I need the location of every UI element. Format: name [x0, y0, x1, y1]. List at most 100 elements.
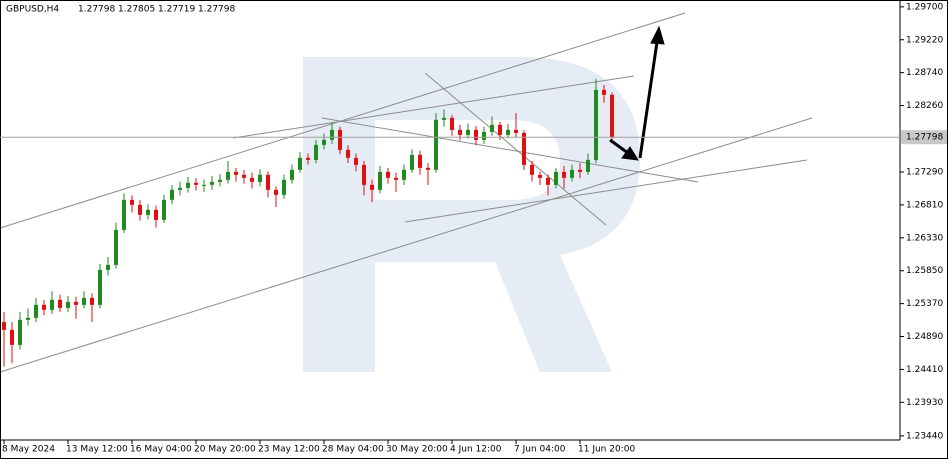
y-tick-label: 1.24410	[906, 365, 943, 375]
y-tick-label: 1.26330	[906, 233, 943, 243]
candle-body	[170, 189, 174, 200]
y-tick-label: 1.27290	[906, 168, 943, 178]
candle-body	[290, 169, 294, 180]
candle-body	[586, 159, 590, 172]
candle-body	[82, 297, 86, 305]
candle-body	[474, 129, 478, 140]
y-tick-label: 1.25850	[906, 266, 943, 276]
candle-body	[10, 329, 14, 345]
header-value: 1.27798	[78, 5, 115, 15]
trend-lines	[0, 12, 813, 373]
plot	[2, 78, 614, 367]
candle-body	[330, 129, 334, 140]
candle-body	[346, 149, 350, 158]
watermark	[303, 57, 640, 372]
candle-body	[362, 164, 366, 185]
candle-body	[450, 117, 454, 130]
candle-body	[482, 131, 486, 140]
candle-body	[378, 171, 382, 190]
candle-body	[146, 209, 150, 215]
candle-body	[186, 182, 190, 188]
candle-body	[338, 129, 342, 150]
candle-body	[98, 269, 102, 305]
candle-body	[506, 129, 510, 135]
support-line	[404, 159, 808, 223]
candle-body	[202, 184, 206, 186]
candle-body	[394, 177, 398, 180]
candle-body	[410, 154, 414, 170]
candle-body	[490, 124, 494, 132]
y-tick-label: 1.23440	[906, 431, 943, 441]
candle-body	[66, 301, 70, 308]
resistance-line	[232, 75, 635, 139]
y-tick-label: 1.29700	[906, 2, 943, 12]
y-tick-label: 1.26810	[906, 200, 943, 210]
header-value: 1.27719	[158, 5, 195, 15]
candle-body	[130, 199, 134, 205]
candle-body	[282, 179, 286, 195]
candle-body	[306, 157, 310, 160]
candle-body	[562, 171, 566, 178]
channel-upper	[0, 12, 686, 229]
candle-body	[594, 89, 598, 160]
candle-body	[42, 304, 46, 310]
x-tick-label: 23 May 12:00	[258, 445, 320, 455]
candle-body	[426, 167, 430, 170]
price-tag-label: 1.27798	[906, 133, 943, 143]
candle-body	[114, 229, 118, 265]
candle-body	[258, 174, 262, 182]
y-tick-label: 1.25370	[906, 299, 943, 309]
candle-body	[274, 189, 278, 195]
candle-body	[106, 264, 110, 270]
candle-body	[226, 171, 230, 180]
candle-body	[602, 89, 606, 95]
x-tick-label: 30 May 20:00	[386, 445, 448, 455]
candle-body	[266, 174, 270, 190]
arrow-up	[638, 41, 659, 159]
candle-body	[554, 171, 558, 185]
candle-body	[218, 179, 222, 182]
candle-body	[154, 209, 158, 220]
y-tick-label: 1.28260	[906, 101, 943, 111]
channel-lower	[0, 117, 813, 373]
candle-body	[570, 169, 574, 178]
candle-body	[250, 177, 254, 182]
y-tick-label: 1.23930	[906, 398, 943, 408]
x-tick-label: 8 May 2024	[2, 445, 55, 455]
candle-body	[314, 144, 318, 160]
y-tick-label: 1.28740	[906, 68, 943, 78]
candle-body	[90, 297, 94, 305]
descending-line	[321, 117, 699, 183]
candle-body	[138, 204, 142, 215]
symbol-label: GBPUSD,H4	[6, 5, 59, 15]
candle-body	[234, 171, 238, 175]
header-ohlc: 1.27798 1.27805 1.27719 1.27798	[78, 5, 235, 15]
candle-body	[194, 182, 198, 185]
candle-body	[322, 139, 326, 145]
candle-body	[498, 124, 502, 135]
y-tick-label: 1.29220	[906, 35, 943, 45]
candle-body	[442, 117, 446, 120]
price-tag	[901, 130, 947, 145]
candle-body	[370, 184, 374, 190]
x-tick-label: 20 May 20:00	[194, 445, 256, 455]
candle-body	[538, 174, 542, 178]
candle-body	[458, 129, 462, 135]
candle-body	[298, 157, 302, 170]
candle-body	[354, 157, 358, 165]
y-tick-label: 1.24890	[906, 332, 943, 342]
candle-body	[122, 199, 126, 230]
x-tick-label: 28 May 04:00	[322, 445, 384, 455]
candle-body	[34, 304, 38, 318]
x-tick-label: 7 Jun 04:00	[514, 445, 566, 455]
candle-body	[242, 174, 246, 178]
candle-body	[578, 169, 582, 172]
candle-body	[530, 164, 534, 175]
candle-body	[50, 299, 54, 310]
descending-line	[424, 72, 607, 226]
candle-body	[2, 322, 6, 330]
candle-body	[178, 187, 182, 190]
forecast-arrows	[609, 25, 665, 161]
candle-body	[522, 132, 526, 165]
